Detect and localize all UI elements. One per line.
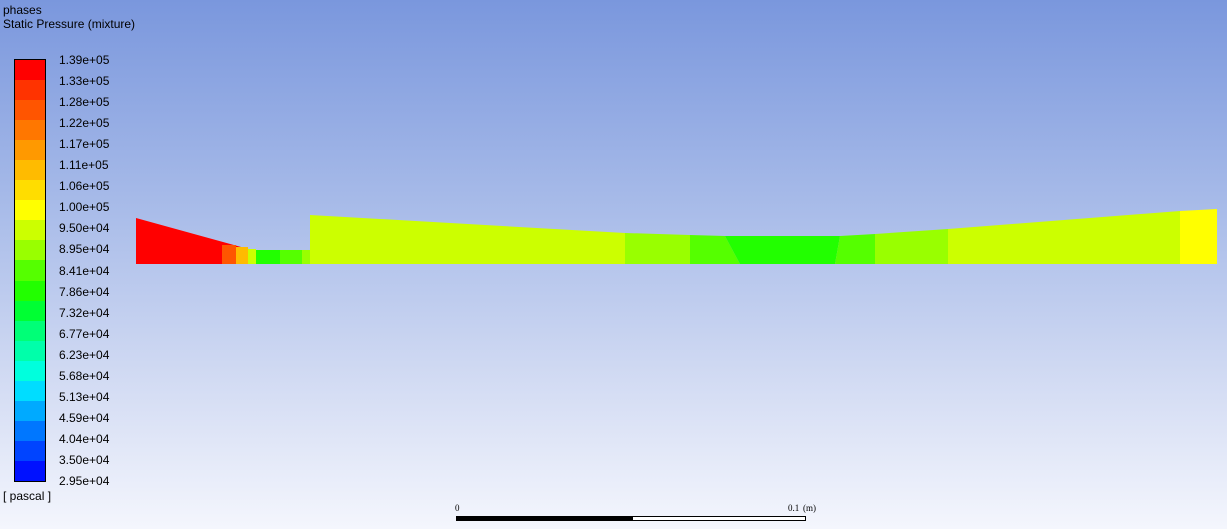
contour-throat-green2-band [280, 250, 302, 264]
legend-tick-label: 1.06e+05 [59, 179, 110, 194]
legend-tick-label: 6.77e+04 [59, 326, 110, 341]
legend-swatch [15, 440, 45, 462]
contour-mid-band-1 [625, 233, 690, 264]
legend-swatch [15, 400, 45, 422]
legend-tick-label: 4.04e+04 [59, 431, 110, 446]
legend-tick-label: 2.95e+04 [59, 474, 110, 488]
scale-bar-white-segment [632, 516, 806, 521]
legend-swatch [15, 120, 45, 141]
legend-tick-label: 9.50e+04 [59, 221, 110, 236]
contour-throat-green-band [256, 250, 280, 264]
legend-tick-label: 8.41e+04 [59, 263, 110, 278]
legend-tick-label: 1.22e+05 [59, 116, 110, 131]
legend-tick-label: 5.13e+04 [59, 389, 110, 404]
legend-tick-label: 4.59e+04 [59, 410, 110, 425]
legend-tick-label: 1.17e+05 [59, 137, 110, 152]
scale-bar-unit-label: (m) [803, 503, 816, 513]
legend-swatch [15, 260, 45, 282]
header-phases-label: phases [3, 3, 42, 17]
color-legend [14, 59, 46, 482]
legend-swatch [15, 60, 45, 81]
scale-bar-black-segment [456, 516, 632, 521]
header-quantity-label: Static Pressure (mixture) [3, 17, 136, 31]
contour-mid-band-3 [835, 234, 875, 264]
legend-swatch [15, 380, 45, 402]
legend-swatch [15, 80, 45, 101]
legend-tick-label: 1.39e+05 [59, 53, 110, 67]
legend-swatch [15, 340, 45, 362]
legend-tick-label: 8.95e+04 [59, 242, 110, 257]
legend-tick-label: 5.68e+04 [59, 368, 110, 383]
legend-swatch [15, 180, 45, 201]
legend-tick-label: 3.50e+04 [59, 452, 110, 467]
scale-bar: 0 0.1 (m) [455, 503, 835, 527]
legend-swatch [15, 420, 45, 442]
legend-swatch [15, 280, 45, 302]
legend-tick-label: 1.00e+05 [59, 200, 110, 215]
legend-swatch [15, 140, 45, 161]
contour-throat-lime-band [248, 249, 256, 264]
contour-mid-band-2 [690, 235, 740, 264]
legend-tick-label: 6.23e+04 [59, 347, 110, 362]
legend-swatch [15, 100, 45, 121]
contour-throat-yellow-band [236, 247, 248, 264]
contour-outlet-region [1180, 209, 1217, 264]
contour-diffuser-region [948, 211, 1180, 264]
legend-swatch [15, 220, 45, 241]
legend-swatch [15, 460, 45, 482]
contour-mid-band-4 [875, 229, 948, 264]
legend-unit-label: [ pascal ] [3, 489, 52, 503]
scale-bar-max-label: 0.1 [788, 503, 800, 513]
legend-swatch [15, 300, 45, 322]
legend-tick-label: 7.86e+04 [59, 284, 110, 299]
legend-tick-label: 1.28e+05 [59, 95, 110, 110]
legend-tick-label: 7.32e+04 [59, 305, 110, 320]
legend-swatch [15, 320, 45, 342]
contour-step-region [302, 250, 312, 264]
contour-minimum-region [725, 236, 840, 264]
legend-swatch [15, 160, 45, 181]
legend-swatch [15, 200, 45, 221]
scale-bar-zero-label: 0 [455, 503, 460, 513]
legend-swatch [15, 360, 45, 382]
legend-tick-label: 1.11e+05 [59, 158, 109, 173]
contour-main-channel [310, 215, 625, 264]
legend-tick-label: 1.33e+05 [59, 74, 110, 89]
contour-throat-orange-band [222, 245, 236, 264]
legend-swatch [15, 240, 45, 261]
